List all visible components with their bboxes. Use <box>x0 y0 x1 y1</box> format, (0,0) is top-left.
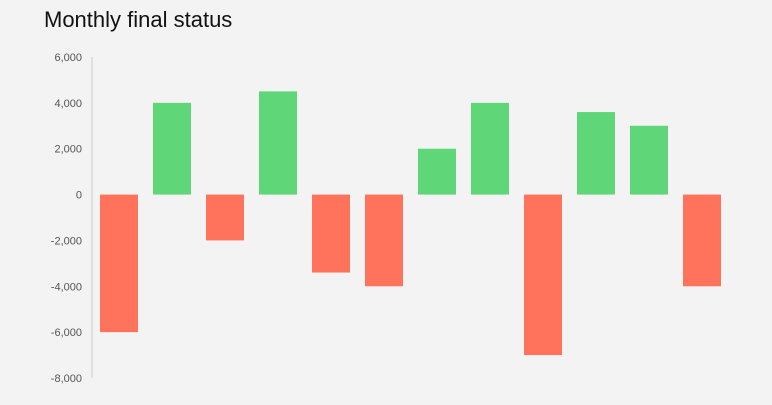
y-tick-label: -6,000 <box>51 327 82 339</box>
y-axis: 6,000 4,000 2,000 0 -2,000 -4,000 -6,000 -8,000 <box>51 52 93 385</box>
y-tick-label: 0 <box>76 190 82 202</box>
chart-title: Monthly final status <box>44 7 233 32</box>
bar <box>100 194 138 333</box>
bar <box>259 91 297 195</box>
bar <box>365 194 403 287</box>
y-tick-label: 6,000 <box>54 52 82 64</box>
y-tick-label: -8,000 <box>51 373 82 385</box>
y-tick-label: -4,000 <box>51 281 82 293</box>
bar <box>418 148 456 195</box>
bar <box>153 102 191 195</box>
y-tick-label: 2,000 <box>54 144 82 156</box>
bar <box>577 112 615 195</box>
bars <box>100 91 721 356</box>
bar <box>630 125 668 195</box>
bar <box>206 194 244 241</box>
bar <box>683 194 721 287</box>
bar <box>471 102 509 195</box>
bar <box>312 194 350 273</box>
y-tick-label: 4,000 <box>54 98 82 110</box>
bar <box>524 194 562 356</box>
y-tick-label: -2,000 <box>51 235 82 247</box>
